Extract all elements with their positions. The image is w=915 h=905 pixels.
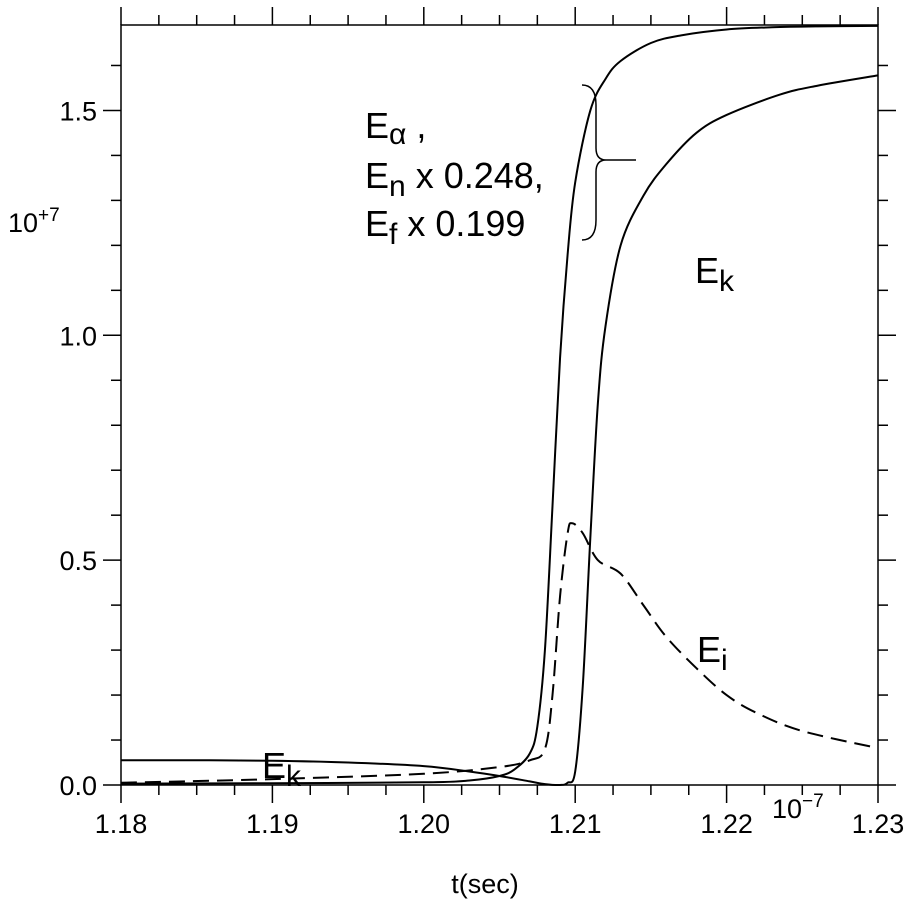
annotation: Eα , (365, 105, 426, 151)
annotation-base: E (365, 155, 389, 196)
plot-frame (120, 24, 879, 786)
annotation-base: E (365, 203, 389, 244)
y-multiplier-exponent: +7 (38, 205, 60, 226)
annotation-rest: , (406, 105, 426, 146)
annotation: Ei (697, 629, 728, 677)
x-multiplier-base: 10 (772, 794, 802, 824)
x-tick-label: 1.23 (852, 809, 905, 839)
annotation-sub: f (389, 218, 398, 251)
x-tick-label: 1.21 (549, 809, 602, 839)
annotation-sub: i (721, 644, 728, 677)
y-tick-label: 0.5 (59, 546, 97, 576)
brace (581, 84, 607, 241)
x-multiplier-exponent: −7 (802, 791, 824, 812)
annotation-sub: k (286, 760, 302, 793)
x-tick-label: 1.22 (700, 809, 753, 839)
y-tick-label: 1.5 (59, 96, 97, 126)
series-line (120, 24, 879, 785)
y-tick-label: 0.0 (59, 771, 97, 801)
y-tick-label: 1.0 (59, 321, 97, 351)
annotation-base: E (695, 250, 719, 291)
annotation: Ef x 0.199 (365, 203, 525, 251)
annotation: En x 0.248, (365, 155, 544, 203)
series-line (120, 74, 879, 787)
annotation-sub: k (719, 265, 735, 298)
x-tick-label: 1.18 (95, 809, 148, 839)
y-multiplier-base: 10 (8, 208, 38, 238)
annotation-sub: n (389, 170, 406, 203)
annotation-rest: x 0.248, (406, 155, 544, 196)
annotation: Ek (695, 250, 735, 298)
x-tick-label: 1.20 (398, 809, 451, 839)
annotation-rest: x 0.199 (397, 203, 525, 244)
annotation-base: E (697, 629, 721, 670)
annotation-sub: α (389, 118, 406, 151)
y-multiplier: 10+7 (8, 205, 60, 238)
x-axis-label: t(sec) (451, 869, 519, 899)
annotation: Ek (262, 745, 302, 793)
x-tick-label: 1.19 (246, 809, 299, 839)
x-multiplier: 10−7 (772, 791, 824, 824)
annotation-base: E (365, 105, 389, 146)
series-line (120, 522, 879, 784)
